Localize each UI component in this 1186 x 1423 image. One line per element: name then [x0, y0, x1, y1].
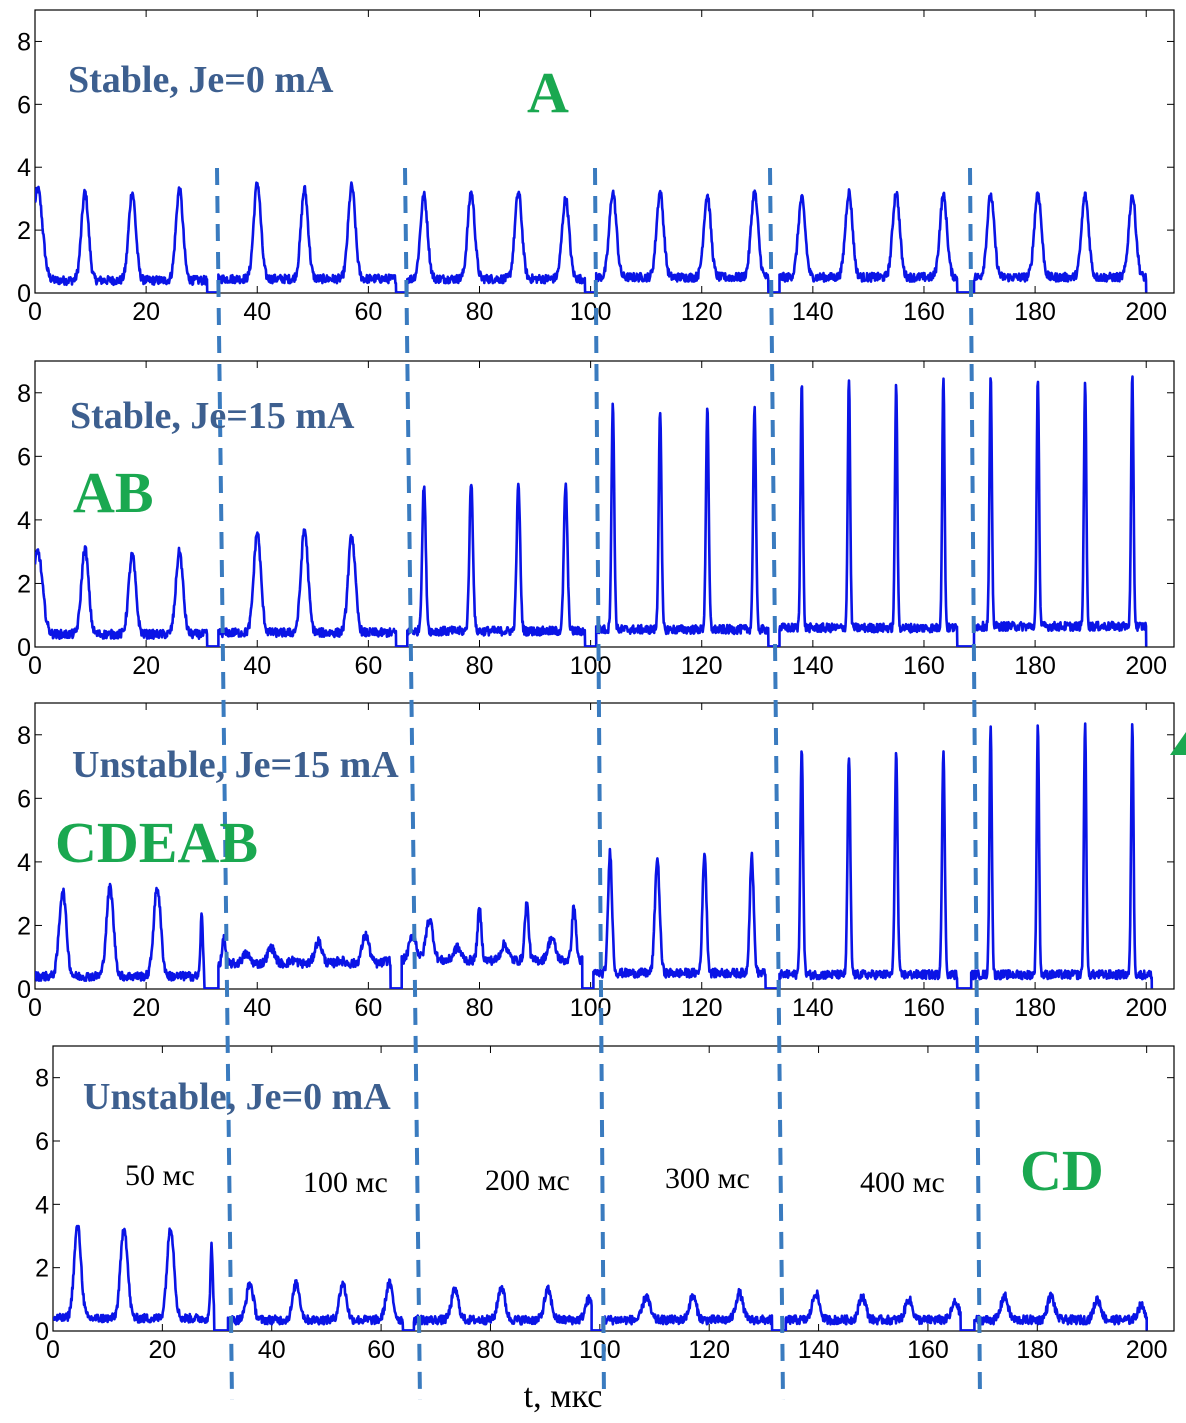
- x-tick-label: 160: [907, 1336, 949, 1364]
- x-tick-label: 0: [46, 1336, 60, 1364]
- x-tick-label: 60: [367, 1336, 395, 1364]
- x-tick-label: 60: [354, 298, 382, 326]
- y-tick-label: 8: [17, 28, 31, 56]
- duration-label: 300 мс: [665, 1162, 750, 1195]
- x-tick-label: 120: [688, 1336, 730, 1364]
- x-tick-label: 200: [1125, 652, 1167, 680]
- x-tick-label: 140: [792, 652, 834, 680]
- x-tick-label: 180: [1014, 298, 1056, 326]
- x-tick-label: 0: [28, 652, 42, 680]
- y-tick-label: 0: [35, 1318, 49, 1346]
- x-tick-label: 120: [681, 994, 723, 1022]
- x-tick-label: 80: [477, 1336, 505, 1364]
- y-tick-label: 2: [17, 912, 31, 940]
- x-tick-label: 180: [1016, 1336, 1058, 1364]
- x-tick-label: 80: [466, 652, 494, 680]
- y-tick-label: 6: [17, 785, 31, 813]
- x-tick-label: 100: [570, 652, 612, 680]
- y-tick-label: 2: [35, 1255, 49, 1283]
- x-tick-label: 140: [792, 994, 834, 1022]
- duration-label: 400 мс: [860, 1166, 945, 1199]
- y-tick-label: 4: [17, 849, 31, 877]
- panel-mark-label: CD: [1020, 1138, 1104, 1203]
- x-tick-label: 100: [579, 1336, 621, 1364]
- x-tick-label: 180: [1014, 994, 1056, 1022]
- divider-line: [968, 167, 982, 1401]
- segment-dividers: [215, 167, 982, 1401]
- duration-label: 50 мс: [125, 1159, 195, 1192]
- x-tick-label: 40: [243, 994, 271, 1022]
- x-tick-label: 160: [903, 652, 945, 680]
- series-clip: [35, 181, 1148, 293]
- plot-frame: [34, 360, 1175, 648]
- x-tick-label: 180: [1014, 652, 1056, 680]
- y-tick-label: 6: [17, 443, 31, 471]
- x-tick-label: 200: [1125, 994, 1167, 1022]
- divider-line: [403, 167, 422, 1401]
- y-tick-label: 4: [35, 1191, 49, 1219]
- panel-title: Stable, Je=0 mA: [68, 59, 334, 101]
- panel-mark-label: A: [527, 60, 569, 125]
- x-tick-label: 20: [148, 1336, 176, 1364]
- x-tick-label: 40: [243, 298, 271, 326]
- x-tick-label: 40: [258, 1336, 286, 1364]
- y-tick-label: 2: [17, 217, 31, 245]
- panel-mark-label: CDEAB: [55, 810, 258, 875]
- y-tick-label: 2: [17, 570, 31, 598]
- y-tick-label: 6: [17, 91, 31, 119]
- plot-frame: [52, 1045, 1175, 1332]
- divider-line: [215, 167, 234, 1401]
- duration-label: 100 мс: [303, 1166, 388, 1199]
- series-line-1: [53, 1224, 1148, 1331]
- x-tick-label: 200: [1126, 1336, 1168, 1364]
- series-line-1: [35, 181, 1148, 293]
- x-tick-label: 200: [1125, 298, 1167, 326]
- series-clip: [35, 375, 1148, 647]
- x-tick-label: 160: [903, 298, 945, 326]
- x-tick-label: 160: [903, 994, 945, 1022]
- y-tick-label: 4: [17, 154, 31, 182]
- y-tick-label: 0: [17, 634, 31, 662]
- panel-title: Unstable, Je=0 mA: [83, 1076, 391, 1118]
- x-tick-label: 60: [354, 652, 382, 680]
- x-tick-label: 80: [466, 298, 494, 326]
- triangle-marker: [1170, 732, 1186, 755]
- x-tick-label: 0: [28, 298, 42, 326]
- x-tick-label: 80: [466, 994, 494, 1022]
- x-tick-label: 120: [681, 298, 723, 326]
- panel-title: Unstable, Je=15 mA: [72, 744, 399, 786]
- x-tick-label: 20: [132, 652, 160, 680]
- panel-title: Stable, Je=15 mA: [70, 395, 355, 437]
- divider-line: [593, 167, 606, 1401]
- x-tick-label: 140: [798, 1336, 840, 1364]
- x-tick-label: 0: [28, 994, 42, 1022]
- y-tick-label: 0: [17, 976, 31, 1004]
- duration-label: 200 мс: [485, 1164, 570, 1197]
- series-line-1: [35, 375, 1148, 647]
- y-tick-label: 8: [17, 722, 31, 750]
- y-tick-label: 4: [17, 507, 31, 535]
- x-tick-label: 20: [132, 298, 160, 326]
- x-tick-label: 20: [132, 994, 160, 1022]
- y-tick-label: 0: [17, 280, 31, 308]
- plot-frame: [34, 9, 1175, 294]
- series-clip: [53, 1224, 1148, 1331]
- x-tick-label: 140: [792, 298, 834, 326]
- plot-frame: [34, 702, 1175, 990]
- x-tick-label: 120: [681, 652, 723, 680]
- y-tick-label: 8: [17, 380, 31, 408]
- x-tick-label: 100: [570, 298, 612, 326]
- y-tick-label: 6: [35, 1128, 49, 1156]
- panel-mark-label: AB: [73, 460, 154, 525]
- x-axis-label: t, мкс: [524, 1378, 603, 1415]
- x-tick-label: 100: [570, 994, 612, 1022]
- divider-line: [768, 167, 785, 1401]
- y-tick-label: 8: [35, 1065, 49, 1093]
- x-tick-label: 60: [354, 994, 382, 1022]
- x-tick-label: 40: [243, 652, 271, 680]
